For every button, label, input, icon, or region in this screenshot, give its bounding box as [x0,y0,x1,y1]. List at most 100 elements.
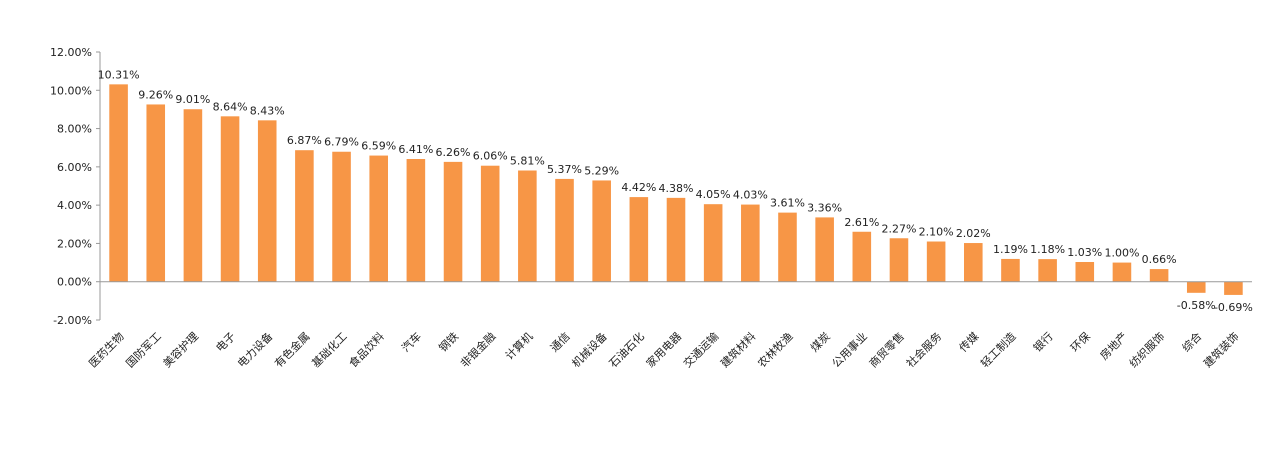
data-label: 6.41% [398,143,433,156]
bar [109,84,128,282]
data-label: 2.10% [919,226,954,239]
category-label: 非银金融 [457,329,498,370]
data-label: 4.05% [696,188,731,201]
data-label: 6.87% [287,134,322,147]
data-label: 1.00% [1104,247,1139,260]
y-tick-label: 2.00% [57,237,92,250]
category-label: 通信 [548,330,573,355]
y-tick-label: 0.00% [57,276,92,289]
bar [1224,281,1243,295]
y-tick-label: 6.00% [57,161,92,174]
data-label: -0.69% [1214,301,1253,314]
data-label: 5.29% [584,164,619,177]
data-label: 9.26% [138,88,173,101]
category-label: 社会服务 [903,329,944,370]
data-label: 0.66% [1142,253,1177,266]
data-label: 3.61% [770,197,805,210]
category-label: 传媒 [957,330,982,355]
bar [889,238,909,282]
bar [555,178,574,282]
data-label: 6.59% [361,140,396,153]
data-label: 5.37% [547,163,582,176]
data-label: 1.18% [1030,243,1065,256]
bar [1075,261,1095,282]
bar [1149,269,1169,282]
bar [964,243,983,282]
category-label: 交通运输 [680,329,721,370]
category-label: 电力设备 [234,329,275,370]
category-label: 电子 [213,330,238,355]
bar [332,151,351,282]
data-label: 10.31% [98,68,140,81]
category-label: 农林牧渔 [755,329,796,370]
bar [369,155,388,282]
data-label: 8.43% [250,104,285,117]
data-label: -0.58% [1177,299,1216,312]
bar [443,161,463,282]
y-tick-label: 12.00% [50,46,92,59]
bar [1186,281,1206,293]
data-label: 4.38% [659,182,694,195]
data-label: 4.42% [621,181,656,194]
bars [109,84,1243,295]
bar [518,170,537,282]
category-label: 公用事业 [830,330,870,370]
category-label: 石油石化 [606,329,647,370]
y-tick-label: 10.00% [50,84,92,97]
category-label: 环保 [1067,329,1092,354]
data-label: 2.27% [881,222,916,235]
data-labels: 10.31% 9.26% 9.01%8.64% 8.43% 6.87% 6.79% 6.59… [98,68,1253,314]
data-label: 2.61% [844,216,879,229]
category-label: 汽车 [399,329,424,354]
category-label: 国防军工 [123,329,164,370]
data-label: 6.06% [473,150,508,163]
bar [703,204,723,282]
data-label: 1.03% [1067,246,1102,259]
data-label: 1.19% [993,243,1028,256]
bar [741,204,760,282]
y-tick-label: 4.00% [57,199,92,212]
bar [480,165,500,282]
bar [926,241,946,282]
bar [257,120,277,282]
bar [1001,258,1020,282]
category-label: 建筑材料 [717,329,758,370]
category-label: 建筑装饰 [1201,329,1242,370]
category-label: 轻工制造 [978,329,1019,370]
category-label: 食品饮料 [346,329,387,370]
category-label: 机械设备 [569,329,610,370]
category-label: 银行 [1030,329,1055,354]
category-label: 有色金属 [271,329,312,370]
bar [629,197,649,282]
category-label: 美容护理 [160,329,201,370]
data-label: 3.36% [807,201,842,214]
data-label: 6.79% [324,136,359,149]
data-label: 8.64% [213,100,248,113]
category-label: 家用电器 [643,329,684,370]
bar [852,231,872,282]
y-tick-label: 8.00% [57,123,92,136]
bar [815,217,834,282]
bar [1112,262,1132,282]
category-label: 纺织服饰 [1126,329,1167,370]
category-label: 计算机 [502,329,535,362]
data-label: 5.81% [510,154,545,167]
data-label: 4.03% [733,189,768,202]
category-label: 商贸零售 [866,329,907,370]
category-label: 房地产 [1097,329,1130,362]
category-label: 基础化工 [309,329,350,370]
category-label: 煤炭 [808,330,833,355]
bar [295,150,314,282]
bar [146,104,166,282]
category-label: 医药生物 [86,329,127,370]
y-axis: 12.00% 10.00% 8.00% 6.00% 4.00% 2.00% 0.00% -2.… [50,46,101,327]
category-label: 综合 [1179,329,1204,354]
bar [220,116,240,282]
bar [1038,259,1057,282]
bar [666,197,686,282]
bar [406,159,426,282]
bar [592,180,611,282]
data-label: 2.02% [956,227,991,240]
